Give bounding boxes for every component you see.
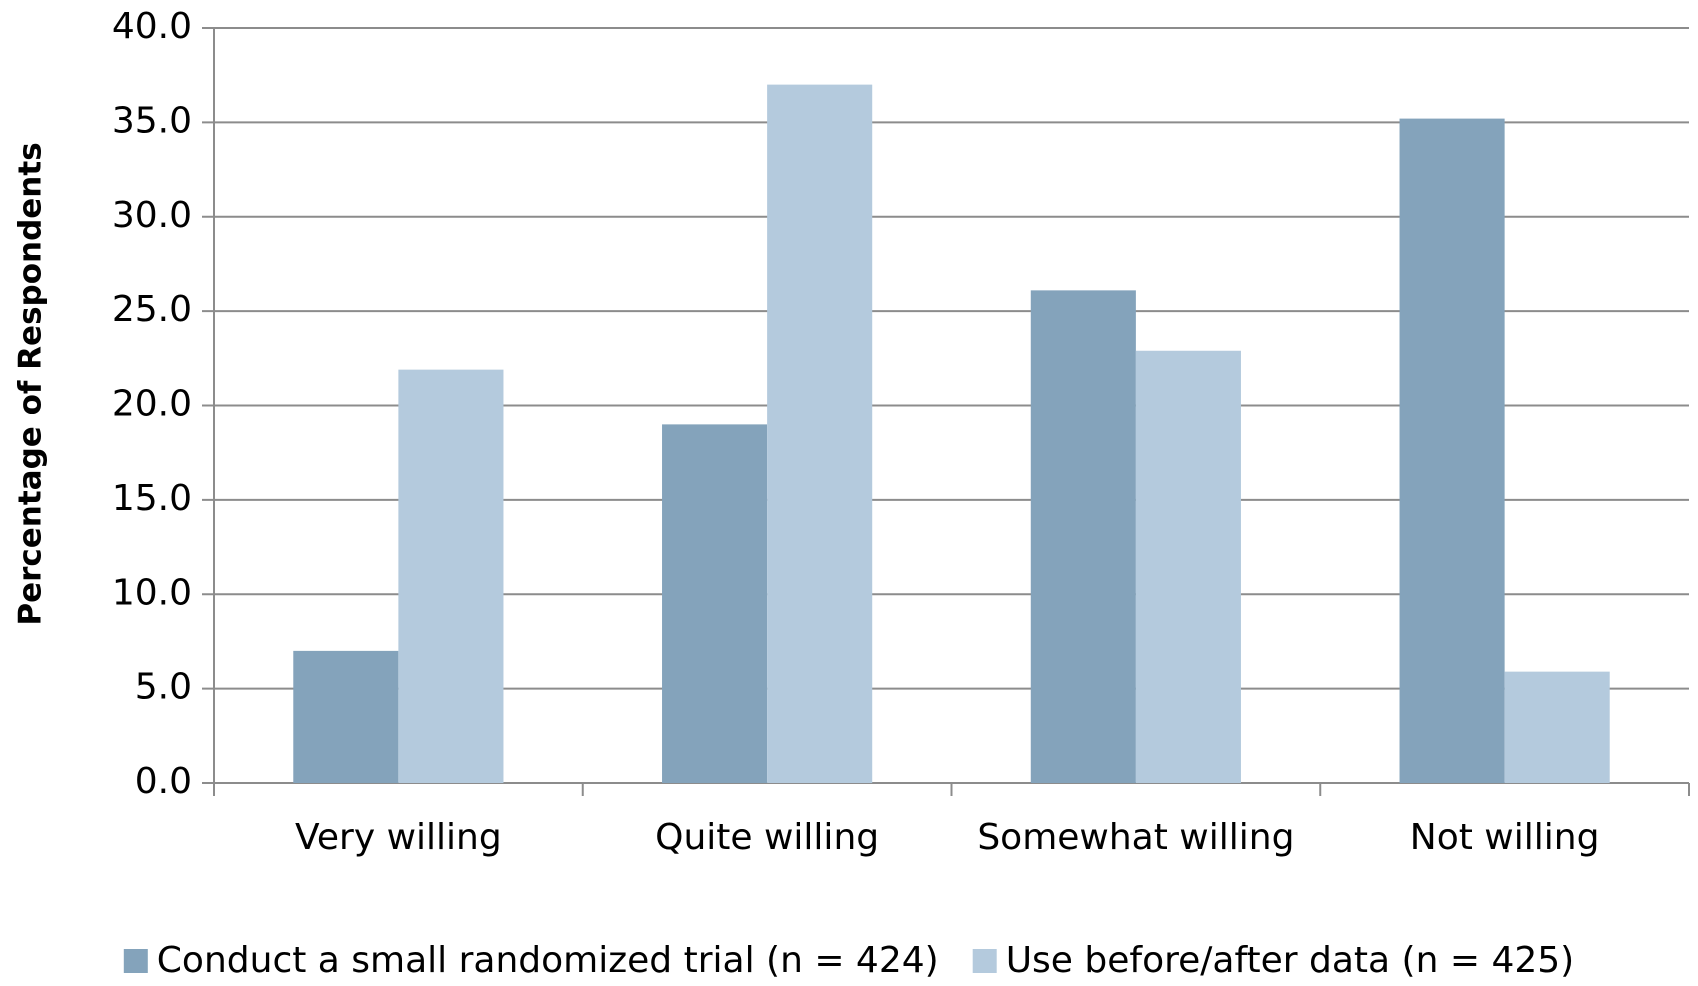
bar xyxy=(662,424,768,783)
bar xyxy=(767,84,873,783)
x-tick-label: Not willing xyxy=(1410,817,1600,858)
bar xyxy=(1399,118,1505,784)
bar xyxy=(398,369,504,783)
bar xyxy=(1030,290,1136,783)
y-tick-label: 20.0 xyxy=(112,384,192,425)
x-tick-label: Somewhat willing xyxy=(977,817,1294,858)
y-tick-label: 25.0 xyxy=(112,289,192,330)
bar xyxy=(293,650,399,783)
legend-label: Conduct a small randomized trial (n = 42… xyxy=(157,940,939,981)
bar xyxy=(1504,671,1610,783)
y-tick-label: 30.0 xyxy=(112,195,192,236)
y-tick-label: 15.0 xyxy=(112,478,192,519)
y-axis-title: Percentage of Respondents xyxy=(13,142,49,625)
legend-swatch xyxy=(972,949,997,973)
y-tick-label: 35.0 xyxy=(112,100,192,141)
legend-label: Use before/after data (n = 425) xyxy=(1006,940,1575,981)
y-tick-label: 0.0 xyxy=(135,761,192,802)
y-tick-label: 40.0 xyxy=(112,6,192,47)
legend-swatch xyxy=(123,949,148,973)
x-tick-label: Very willing xyxy=(295,817,502,858)
bar xyxy=(1135,350,1241,783)
y-tick-label: 10.0 xyxy=(112,572,192,613)
x-tick-label: Quite willing xyxy=(655,817,879,858)
y-tick-label: 5.0 xyxy=(135,667,192,708)
